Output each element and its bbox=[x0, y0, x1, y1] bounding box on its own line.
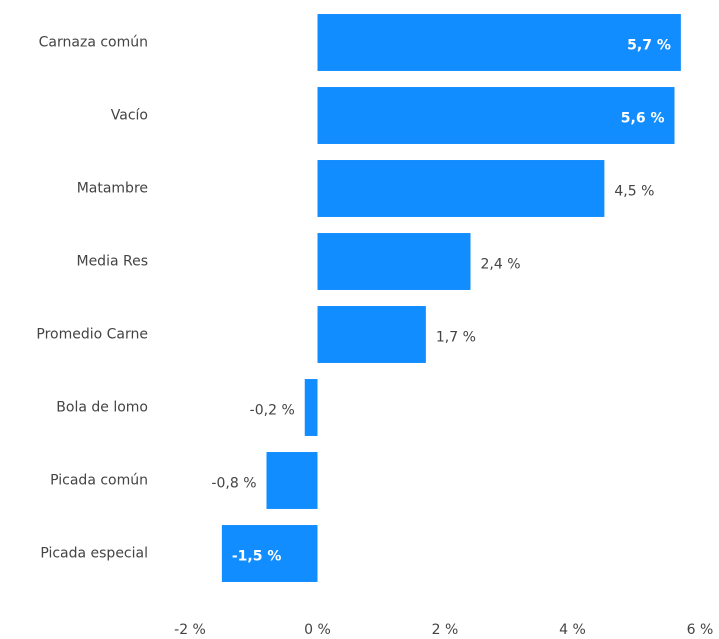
bar bbox=[317, 87, 675, 144]
value-label: 2,4 % bbox=[481, 257, 521, 273]
value-label: -0,8 % bbox=[211, 476, 256, 492]
bar bbox=[266, 452, 318, 509]
value-label: 5,6 % bbox=[621, 111, 665, 127]
y-tick-label: Matambre bbox=[77, 181, 148, 197]
x-tick-label: 0 % bbox=[304, 622, 331, 638]
x-tick-label: 6 % bbox=[687, 622, 714, 638]
value-label: 1,7 % bbox=[436, 330, 476, 346]
bar bbox=[317, 306, 426, 363]
x-tick-label: 4 % bbox=[559, 622, 586, 638]
y-tick-label: Promedio Carne bbox=[36, 327, 148, 343]
value-label: -1,5 % bbox=[232, 549, 282, 565]
bar bbox=[317, 14, 681, 71]
bar bbox=[317, 233, 471, 290]
y-tick-label: Bola de lomo bbox=[56, 400, 148, 416]
bar bbox=[221, 525, 318, 582]
y-tick-label: Picada especial bbox=[40, 546, 148, 562]
y-tick-label: Media Res bbox=[76, 254, 148, 270]
y-tick-label: Vacío bbox=[111, 108, 148, 124]
x-tick-label: -2 % bbox=[174, 622, 206, 638]
value-label: -0,2 % bbox=[250, 403, 295, 419]
value-label: 4,5 % bbox=[614, 184, 654, 200]
y-tick-label: Carnaza común bbox=[39, 35, 148, 51]
bar bbox=[317, 160, 605, 217]
bar bbox=[304, 379, 318, 436]
y-tick-label: Picada común bbox=[50, 473, 148, 489]
x-tick-label: 2 % bbox=[432, 622, 459, 638]
value-label: 5,7 % bbox=[627, 38, 671, 54]
